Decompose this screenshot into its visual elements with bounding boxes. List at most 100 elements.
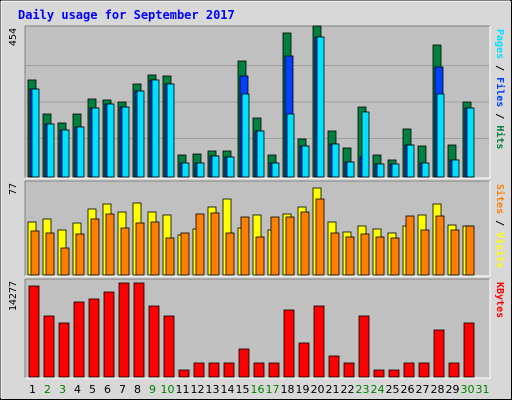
axis-label-part: /	[494, 59, 505, 77]
bar-pages-day-19	[301, 145, 310, 178]
bar-sites-day-12	[195, 213, 205, 276]
bar-pages-day-27	[421, 162, 430, 178]
x-tick-label-day-21: 21	[326, 383, 340, 396]
bar-sites-day-28	[435, 215, 445, 276]
x-tick-label-day-7: 7	[119, 383, 126, 396]
bar-sites-day-27	[420, 229, 430, 276]
x-tick-label-day-19: 19	[296, 383, 310, 396]
bar-pages-day-5	[91, 107, 100, 178]
x-tick-label-day-14: 14	[221, 383, 235, 396]
axis-label-hits: Pages / Files / Hits	[494, 29, 506, 149]
bar-pages-day-17	[271, 162, 280, 178]
ymax-label-kbytes: 14277	[8, 281, 19, 311]
bar-pages-day-1	[31, 88, 40, 178]
axis-label-part: Hits	[494, 125, 506, 149]
axis-label-part: Sites	[494, 184, 506, 214]
x-tick-label-day-20: 20	[311, 383, 325, 396]
bar-kbytes-day-7	[118, 282, 130, 378]
x-tick-label-day-11: 11	[176, 383, 190, 396]
bar-kbytes-day-18	[283, 309, 295, 378]
bar-kbytes-day-3	[58, 322, 70, 378]
panel-background-kbytes	[25, 279, 490, 378]
bar-kbytes-day-6	[103, 291, 115, 378]
bar-kbytes-day-28	[433, 329, 445, 378]
ymax-label-visits: 77	[8, 183, 19, 195]
x-tick-label-day-27: 27	[416, 383, 430, 396]
x-tick-label-day-17: 17	[266, 383, 280, 396]
axis-label-kbytes: KBytes	[494, 282, 505, 318]
x-tick-label-day-26: 26	[401, 383, 415, 396]
bar-pages-day-4	[76, 126, 85, 178]
bar-pages-day-30	[466, 107, 475, 178]
chart-title: Daily usage for September 2017	[18, 8, 235, 22]
bar-pages-day-9	[151, 79, 160, 178]
bar-pages-day-3	[61, 129, 70, 178]
bar-pages-day-18	[286, 113, 295, 178]
bar-kbytes-day-1	[28, 285, 40, 378]
bar-sites-day-3	[60, 247, 70, 276]
bar-pages-day-15	[241, 93, 250, 178]
bar-kbytes-day-9	[148, 305, 160, 378]
x-tick-label-day-4: 4	[74, 383, 81, 396]
bar-sites-day-23	[360, 233, 370, 276]
x-tick-label-day-2: 2	[44, 383, 51, 396]
bar-kbytes-day-19	[298, 342, 310, 378]
x-tick-label-day-25: 25	[386, 383, 400, 396]
bar-sites-day-30	[465, 225, 475, 276]
bar-kbytes-day-27	[418, 362, 430, 378]
axis-label-visits: Sites / Visits	[494, 184, 506, 268]
ymax-label-hits: 454	[8, 28, 19, 46]
bar-kbytes-day-26	[403, 362, 415, 378]
bar-kbytes-day-23	[358, 315, 370, 378]
bar-pages-day-14	[226, 156, 235, 178]
x-tick-label-day-30: 30	[461, 383, 475, 396]
bar-kbytes-day-15	[238, 348, 250, 378]
bar-pages-day-10	[166, 83, 175, 178]
x-tick-label-day-3: 3	[59, 383, 66, 396]
x-tick-label-day-31: 31	[476, 383, 490, 396]
bar-sites-day-20	[315, 198, 325, 276]
bar-pages-day-26	[406, 144, 415, 178]
axis-label-part: /	[494, 214, 505, 232]
bar-sites-day-26	[405, 215, 415, 276]
x-tick-label-day-13: 13	[206, 383, 220, 396]
bar-kbytes-day-14	[223, 362, 235, 378]
bar-sites-day-22	[345, 236, 355, 276]
bar-kbytes-day-4	[73, 301, 85, 378]
bar-sites-day-14	[225, 232, 235, 276]
bar-kbytes-day-24	[373, 369, 385, 378]
bar-kbytes-day-20	[313, 305, 325, 378]
bar-pages-day-12	[196, 162, 205, 178]
bar-sites-day-8	[135, 222, 145, 276]
bar-sites-day-13	[210, 212, 220, 276]
bar-sites-day-18	[285, 216, 295, 276]
bar-kbytes-day-17	[268, 362, 280, 378]
x-tick-label-day-10: 10	[161, 383, 175, 396]
x-tick-label-day-5: 5	[89, 383, 96, 396]
x-tick-label-day-29: 29	[446, 383, 460, 396]
x-tick-label-day-1: 1	[29, 383, 36, 396]
bar-sites-day-11	[180, 232, 190, 276]
x-tick-label-day-6: 6	[104, 383, 111, 396]
bar-pages-day-23	[361, 111, 370, 178]
bar-pages-day-29	[451, 159, 460, 178]
x-tick-label-day-23: 23	[356, 383, 370, 396]
x-tick-label-day-9: 9	[149, 383, 156, 396]
axis-label-part: /	[494, 107, 505, 125]
bar-pages-day-13	[211, 155, 220, 178]
bar-pages-day-2	[46, 123, 55, 178]
bar-sites-day-25	[390, 237, 400, 276]
x-tick-label-day-24: 24	[371, 383, 385, 396]
x-tick-label-day-22: 22	[341, 383, 355, 396]
bar-sites-day-21	[330, 232, 340, 276]
bar-kbytes-day-5	[88, 298, 100, 378]
bar-kbytes-day-12	[193, 362, 205, 378]
bar-sites-day-15	[240, 216, 250, 276]
bar-kbytes-day-29	[448, 362, 460, 378]
bar-pages-day-11	[181, 162, 190, 178]
axis-label-part: KBytes	[494, 282, 505, 318]
bar-sites-day-5	[90, 218, 100, 276]
bar-sites-day-4	[75, 233, 85, 276]
bar-sites-day-29	[450, 229, 460, 276]
